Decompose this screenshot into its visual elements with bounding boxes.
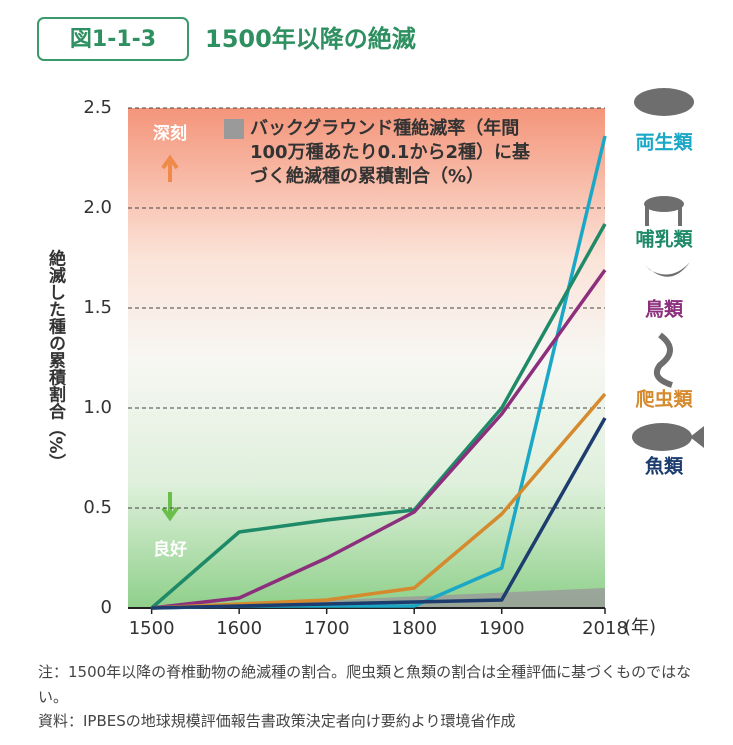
icon-mammal-leg [645, 204, 649, 226]
x-tick-label: 1800 [391, 618, 437, 639]
legend-swatch [224, 119, 244, 139]
icon-fish [632, 423, 692, 451]
series-line [151, 417, 607, 610]
icon-mammal [644, 196, 684, 212]
series-label: 哺乳類 [635, 228, 693, 251]
x-tick-label: 2018 [582, 618, 628, 639]
y-tick-label: 0 [101, 597, 112, 618]
x-tick-label: 1900 [479, 618, 525, 639]
background-area [151, 588, 605, 608]
series-line [150, 223, 607, 610]
arrow-down [161, 492, 179, 522]
icon-mammal-leg [678, 204, 682, 226]
y-tick-label: 1.5 [83, 297, 112, 318]
chart-title: 1500年以降の絶滅 [205, 25, 416, 53]
icon-amphibian [634, 88, 694, 116]
icon-reptile [654, 332, 673, 388]
y-axis-label: 絶滅した種の累積割合（%） [45, 248, 66, 470]
annotation-bottom: 良好 [153, 539, 187, 560]
series-label: 鳥類 [645, 298, 684, 321]
series-label: 爬虫類 [634, 388, 693, 411]
arrow-up [161, 154, 179, 182]
legend-background: バックグラウンド種絶滅率（年間100万種あたり0.1から2種）に基づく絶滅種の累… [250, 118, 530, 187]
plot-background [128, 108, 605, 608]
figure-box [37, 17, 189, 61]
y-tick-label: 1.0 [83, 397, 112, 418]
x-axis-unit: (年) [624, 617, 656, 638]
note: 注：1500年以降の脊椎動物の絶滅種の割合。爬虫類と魚類の割合は全種評価に基づく… [38, 663, 692, 706]
x-tick-label: 1500 [129, 618, 175, 639]
source: 資料：IPBESの地球規模評価報告書政策決定者向け要約より環境省作成 [38, 712, 516, 730]
y-tick-label: 2.0 [83, 197, 112, 218]
animal-icons [632, 88, 704, 451]
series-line [151, 268, 607, 610]
series-label: 両生類 [635, 131, 693, 154]
y-tick-label: 2.5 [83, 97, 112, 118]
series-label: 魚類 [645, 455, 684, 478]
icon-bird [645, 262, 690, 277]
y-tick-label: 0.5 [83, 497, 112, 518]
annotation-top: 深刻 [153, 123, 187, 144]
figure-number: 図1-1-3 [70, 27, 156, 52]
icon-fish-tail [690, 426, 704, 448]
x-tick-label: 1700 [304, 618, 350, 639]
x-tick-label: 1600 [216, 618, 262, 639]
